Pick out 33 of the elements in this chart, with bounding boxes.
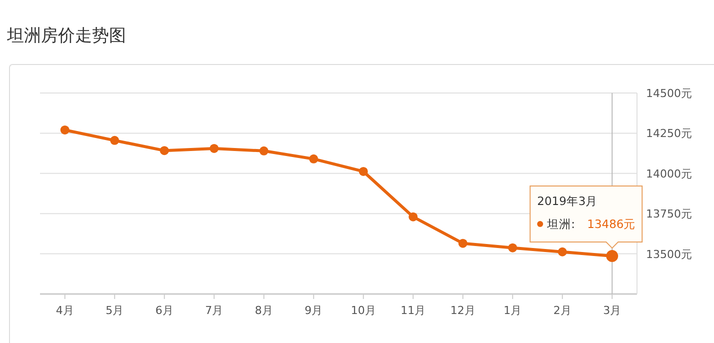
point [210, 144, 219, 153]
point [458, 238, 468, 248]
y-tick-label: 13500元 [646, 248, 692, 261]
point [110, 136, 120, 145]
point [309, 154, 318, 164]
point [160, 146, 169, 156]
x-tick-label: 11月 [400, 304, 426, 317]
point [358, 166, 368, 176]
x-tick-label: 4月 [56, 304, 74, 317]
y-tick-label: 13750元 [646, 208, 692, 221]
y-tick-label: 14500元 [646, 87, 692, 100]
y-tick-label: 14000元 [646, 167, 692, 180]
point [408, 212, 418, 222]
legend-label: 坦洲: [546, 217, 575, 232]
legend: 坦洲: [537, 217, 575, 232]
x-tick-label: 3月 [603, 304, 622, 317]
x-tick-label: 1月 [504, 304, 522, 317]
x-tick-label: 7月 [205, 304, 224, 317]
chart-title: 坦洲房价走势图 [6, 26, 126, 46]
x-tick-label: 10月 [350, 304, 376, 317]
y-tick-label: 14250元 [646, 127, 692, 140]
data-label: 13486元 [587, 217, 636, 232]
x-tick-label: 2月 [553, 304, 572, 317]
point [259, 146, 268, 156]
x-tick-label: 8月 [254, 304, 273, 317]
x-tick-label: 6月 [155, 304, 174, 317]
point [60, 125, 70, 134]
annotation: 2019年3月 [537, 194, 598, 208]
x-tick-label: 9月 [304, 304, 323, 317]
point [558, 247, 567, 256]
point [508, 243, 518, 252]
x-tick-label: 5月 [106, 304, 124, 317]
x-tick-label: 12月 [450, 304, 476, 317]
